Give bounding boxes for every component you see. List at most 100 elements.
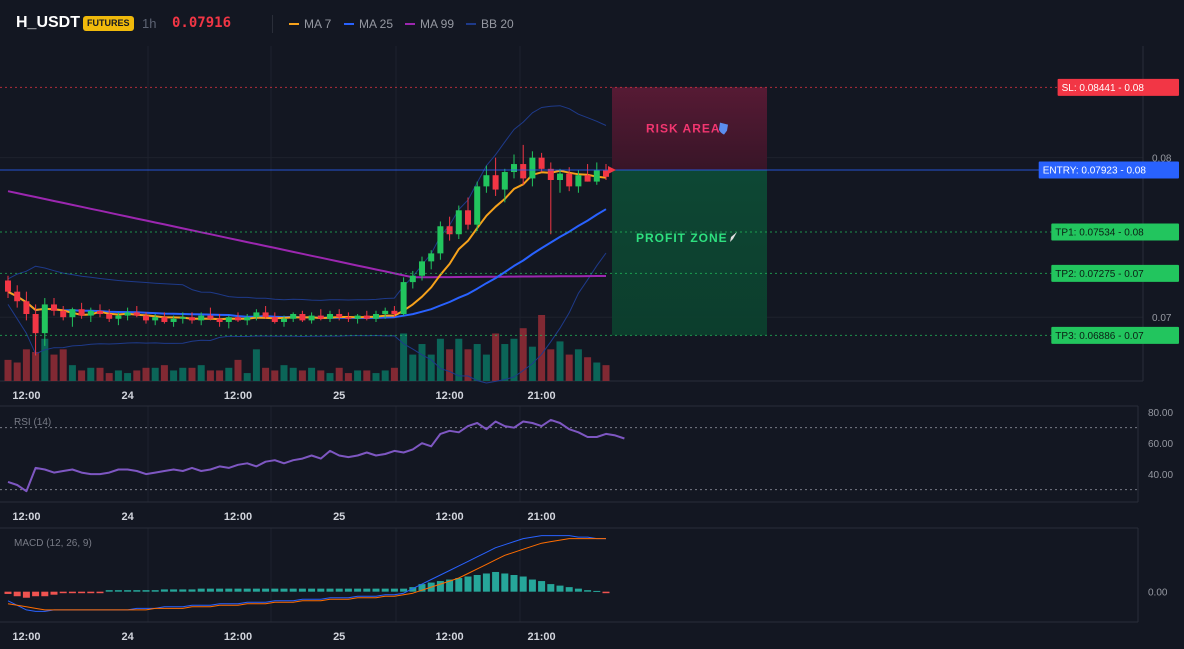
volume-bar (243, 373, 251, 381)
volume-bar (234, 359, 242, 381)
candle (566, 167, 573, 192)
macd-histogram-bar (234, 588, 242, 592)
volume-bar (124, 373, 132, 381)
candle-body (69, 309, 76, 318)
candle (455, 205, 462, 240)
macd-histogram-bar (262, 588, 270, 592)
candle-body (60, 310, 67, 318)
macd-histogram-bar (289, 588, 297, 592)
candle-body (262, 312, 269, 318)
macd-histogram-bar (124, 590, 132, 592)
candle (299, 310, 306, 322)
symbol-title[interactable]: H_USDT (16, 14, 81, 31)
candle (593, 162, 600, 185)
candle-body (124, 312, 131, 316)
ma25-line (7, 208, 607, 319)
ma7-line (7, 169, 607, 321)
entry-marker-icon (608, 165, 616, 174)
candle (327, 310, 333, 322)
macd-histogram-bar (4, 591, 12, 594)
candle-body (566, 173, 573, 187)
candle (391, 306, 398, 318)
level-badge-sl (1057, 78, 1179, 96)
macd-histogram-bar (317, 588, 325, 592)
candle (557, 168, 563, 193)
macd-histogram-bar (492, 571, 500, 592)
macd-histogram-bar (418, 584, 426, 592)
volume-bar (298, 370, 306, 381)
time-tick-label: 12:00 (12, 511, 40, 523)
bb-lower-line (7, 252, 607, 384)
volume-bar (501, 344, 509, 381)
macd-histogram-bar (96, 591, 104, 594)
volume-bar (390, 367, 398, 381)
candle (23, 291, 30, 321)
legend-bb20-label: BB 20 (481, 17, 514, 31)
candle (290, 312, 297, 322)
header-divider (272, 15, 273, 33)
legend-ma25[interactable]: MA 25 (344, 17, 393, 31)
candle-body (511, 164, 517, 173)
candle (87, 307, 94, 322)
level-badge-entry (1038, 161, 1179, 179)
macd-histogram-bar (114, 590, 122, 592)
macd-histogram-bar (50, 591, 58, 595)
candle-body (152, 317, 159, 321)
ma99-line (7, 190, 606, 279)
candle (216, 314, 223, 327)
candle-body (345, 317, 352, 319)
candle-body (271, 317, 278, 322)
volume-bar (133, 370, 141, 381)
volume-bar (354, 370, 362, 381)
candle (501, 168, 508, 203)
macd-histogram-bar (584, 590, 592, 592)
macd-histogram-bar (473, 575, 481, 592)
macd-histogram-bar (593, 590, 601, 592)
macd-histogram-bar (326, 588, 334, 592)
level-label-tp: TP1: 0.07534 - 0.08 (1055, 228, 1144, 239)
candle (69, 307, 76, 327)
macd-histogram-bar (519, 576, 527, 592)
candle-body (97, 310, 103, 314)
candle-body (474, 186, 481, 225)
volume-bar (188, 367, 196, 381)
candle (78, 302, 85, 319)
legend-ma99[interactable]: MA 99 (405, 17, 454, 31)
volume-bar (160, 365, 168, 381)
volume-bar (87, 367, 95, 381)
volume-bar (59, 349, 67, 381)
macd-histogram-bar (390, 588, 398, 592)
candle (419, 256, 425, 281)
time-tick-label: 21:00 (528, 631, 556, 643)
candle-body (235, 317, 241, 321)
legend-ma7[interactable]: MA 7 (289, 17, 331, 31)
volume-bar (335, 367, 343, 381)
timeframe-label[interactable]: 1h (142, 16, 157, 31)
volume-bar (372, 373, 380, 381)
candle (97, 304, 103, 318)
candle-body (308, 315, 315, 321)
volume-bar (565, 354, 573, 381)
candle (32, 304, 39, 356)
candle-body (179, 317, 186, 319)
time-tick-label: 12:00 (12, 390, 40, 402)
volume-bar (78, 370, 86, 381)
candle (179, 312, 186, 324)
volume-bar (216, 370, 224, 381)
candle (409, 270, 416, 289)
candle (161, 312, 168, 324)
candle-body (455, 210, 462, 235)
volume-bar (151, 367, 159, 381)
volume-bar (464, 349, 472, 381)
candle (124, 307, 131, 321)
legend-bb20[interactable]: BB 20 (466, 17, 514, 31)
legend-ma99-label: MA 99 (420, 17, 455, 31)
macd-histogram-bar (225, 588, 233, 592)
candle-body (575, 175, 582, 187)
macd-title: MACD (12, 26, 9) (14, 538, 92, 549)
candle-body (281, 318, 287, 322)
macd-histogram-bar (363, 588, 371, 592)
volume-bar (105, 373, 113, 381)
bb-upper-line (7, 105, 607, 301)
